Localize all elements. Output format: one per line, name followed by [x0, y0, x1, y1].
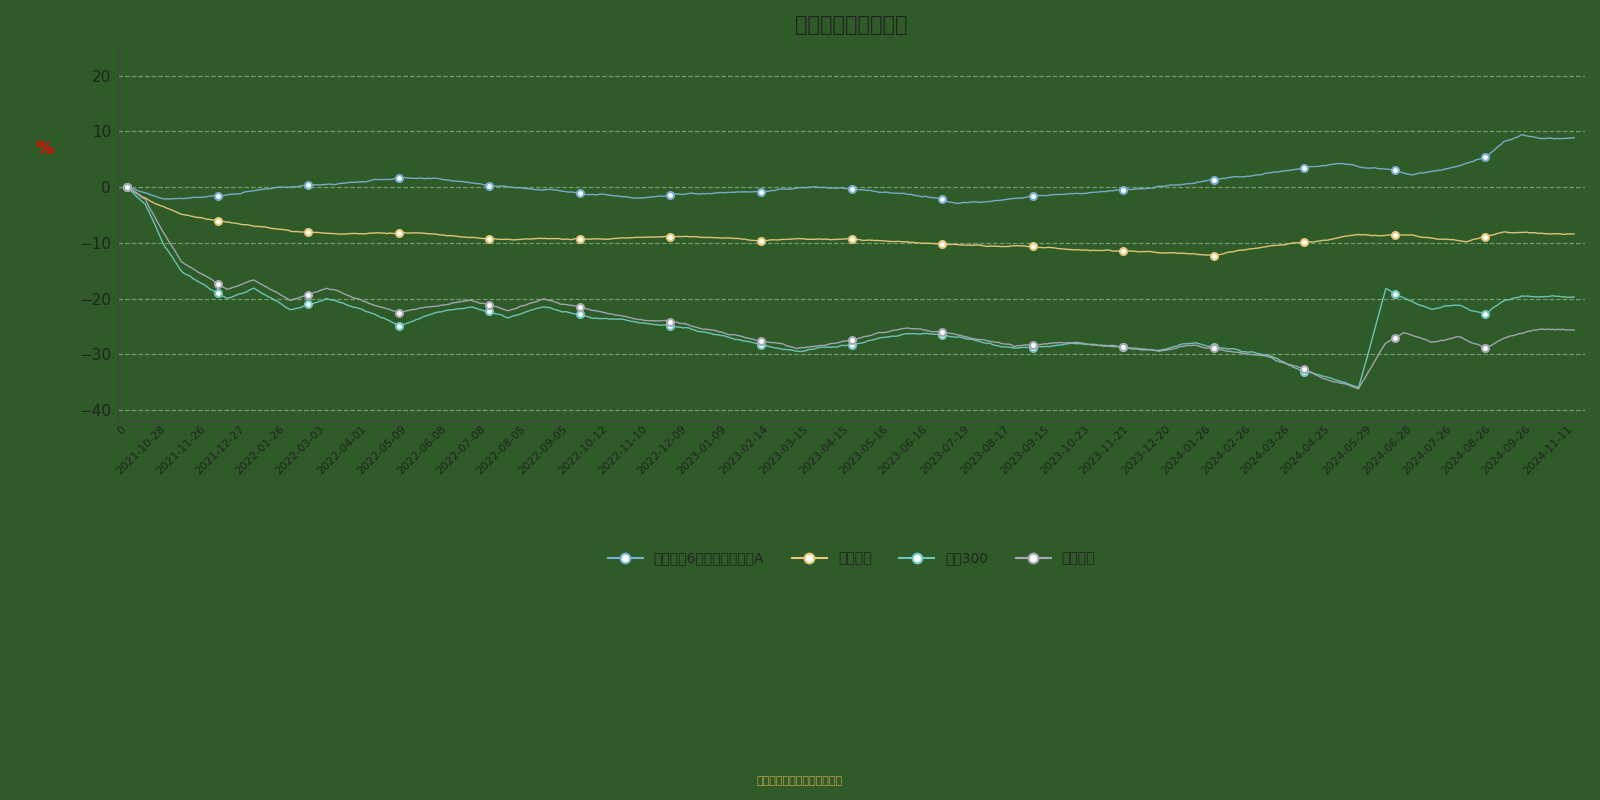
- Text: %: %: [35, 139, 54, 158]
- Text: 数据数据来自恒生聚源数据库: 数据数据来自恒生聚源数据库: [757, 776, 843, 786]
- Title: 复权单位净值增长率: 复权单位净值增长率: [795, 15, 907, 35]
- Legend: 中邮悦享6个月持有期混合A, 同类平均, 沪深300, 普通混基: 中邮悦享6个月持有期混合A, 同类平均, 沪深300, 普通混基: [602, 546, 1101, 571]
